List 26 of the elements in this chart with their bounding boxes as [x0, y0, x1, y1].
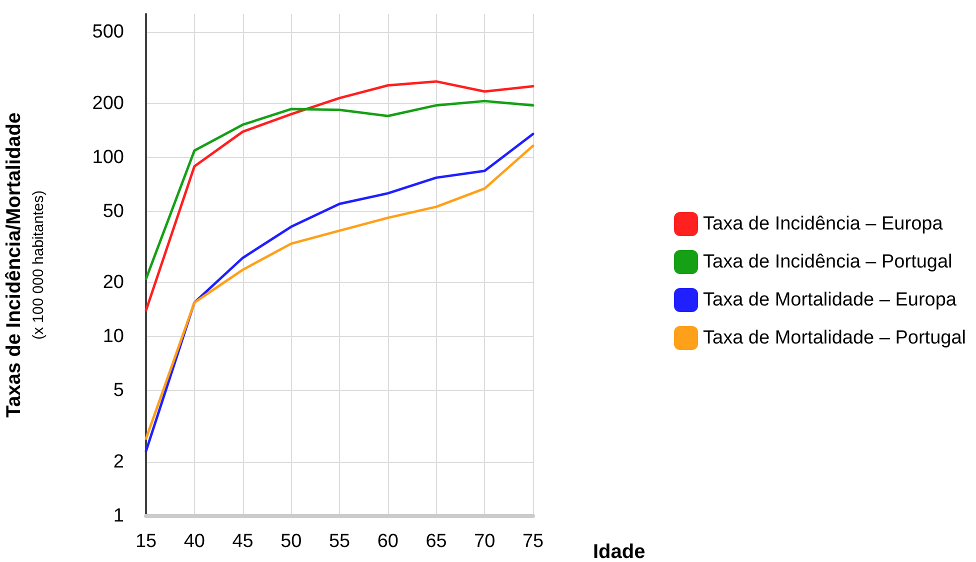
- x-tick-label: 40: [184, 531, 205, 552]
- x-tick-label: 70: [474, 531, 496, 552]
- line-series: [144, 80, 534, 312]
- y-tick-label: 20: [102, 272, 124, 294]
- x-axis-title: Idade: [593, 541, 646, 562]
- y-tick-label: 50: [102, 200, 124, 222]
- legend-label: Taxa de Mortalidade – Europa: [703, 290, 957, 310]
- x-tick-label: 65: [426, 531, 447, 552]
- x-tick-label: 60: [377, 531, 398, 552]
- x-tick-label: 50: [280, 531, 302, 552]
- legend-label: Taxa de Incidência – Europa: [703, 214, 944, 234]
- x-tick-label: 45: [232, 531, 254, 552]
- x-tick-label: 55: [328, 531, 350, 552]
- y-tick-label: 1: [113, 506, 124, 526]
- y-tick-label: 100: [92, 146, 124, 168]
- legend-label: Taxa de Mortalidade – Portugal: [703, 328, 966, 348]
- y-tick-label: 5: [113, 380, 124, 402]
- x-tick-label: 75: [522, 531, 544, 552]
- y-tick-label: 10: [102, 326, 124, 348]
- y-axis-title: Taxas de Incidência/Mortalidade (x 100 000 habitantes): [3, 112, 47, 418]
- line-series: [144, 100, 534, 280]
- x-tick-label: 15: [135, 531, 157, 552]
- y-tick-label: 500: [92, 22, 124, 42]
- y-tick-label: 200: [92, 92, 124, 114]
- y-tick-label: 2: [113, 452, 124, 473]
- legend-label: Taxa de Incidência – Portugal: [703, 252, 952, 272]
